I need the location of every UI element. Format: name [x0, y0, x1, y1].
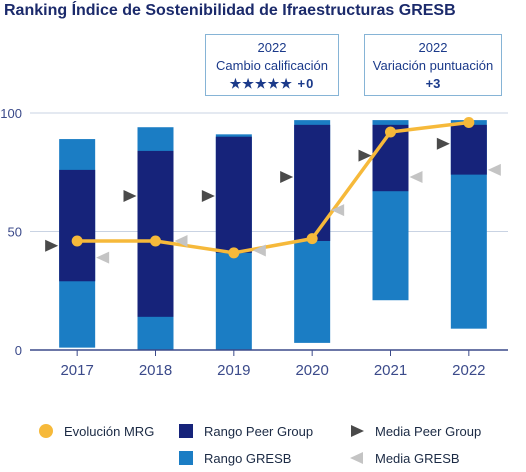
evolution-point	[306, 233, 318, 245]
legend-triangle	[351, 425, 364, 437]
callout-score-value: +3	[425, 76, 441, 91]
legend-label: Rango Peer Group	[204, 423, 314, 439]
x-tick-label: 2021	[374, 362, 407, 379]
evolution-point	[71, 235, 83, 247]
callout-rating-label: Cambio calificación	[216, 58, 328, 73]
peer-range-bar	[450, 124, 487, 175]
legend-label: Evolución MRG	[64, 423, 155, 439]
gresb-mean-marker	[96, 251, 110, 264]
gresb-mean-marker	[174, 234, 188, 247]
legend-label: Rango GRESB	[204, 450, 292, 466]
y-tick-label: 0	[15, 343, 22, 358]
x-tick-label: 2020	[295, 362, 328, 379]
square-swatch-icon	[179, 451, 193, 465]
gresb-mean-marker	[331, 204, 345, 217]
chart-title: Ranking Índice de Sostenibilidad de Ifra…	[4, 2, 456, 19]
chart-plot: 0 50 100 2017 2018 2019 2020 2021 2022	[0, 106, 508, 379]
callout-score-year: 2022	[418, 40, 448, 55]
evolution-point	[463, 116, 475, 128]
legend-triangle	[350, 452, 363, 464]
callout-score-label: Variación puntuación	[372, 58, 494, 73]
x-tick-label: 2017	[60, 362, 93, 379]
legend-label: Media GRESB	[375, 450, 460, 466]
peer-range-bar	[59, 169, 96, 282]
triangle-swatch-icon	[351, 425, 364, 437]
legend-circle	[39, 424, 53, 438]
triangle-swatch-icon	[350, 452, 363, 464]
x-tick-label: 2019	[217, 362, 250, 379]
legend-item: Media GRESB	[349, 450, 460, 466]
gresb-mean-marker	[487, 163, 501, 176]
evolution-point	[150, 235, 161, 247]
legend-square	[179, 424, 193, 438]
gresb-mean-marker	[409, 170, 423, 183]
peer-mean-marker	[436, 137, 450, 150]
evolution-point	[228, 247, 240, 259]
gresb-mean-marker	[252, 244, 266, 257]
peer-mean-marker	[45, 239, 59, 252]
peer-range-bar	[215, 136, 252, 253]
legend-square	[179, 451, 193, 465]
legend-item: Rango GRESB	[178, 450, 291, 466]
y-tick-label: 100	[0, 106, 22, 121]
legend-item: Evolución MRG	[38, 423, 154, 439]
circle-swatch-icon	[39, 424, 53, 438]
legend-item: Media Peer Group	[349, 423, 481, 439]
callout-rating-change: 2022 Cambio calificación ★★★★★ +0	[205, 34, 339, 96]
evolution-point	[385, 126, 396, 138]
peer-mean-marker	[358, 149, 372, 162]
y-tick-label: 50	[8, 225, 22, 240]
legend-item: Rango Peer Group	[178, 423, 313, 439]
peer-mean-marker	[280, 170, 294, 183]
square-swatch-icon	[179, 424, 193, 438]
x-tick-label: 2022	[452, 362, 485, 379]
callout-rating-year: 2022	[257, 40, 287, 55]
peer-range-bar	[137, 150, 174, 317]
legend-label: Media Peer Group	[375, 423, 482, 439]
peer-mean-marker	[123, 189, 137, 202]
callout-score-change: 2022 Variación puntuación +3	[364, 34, 502, 96]
x-tick-label: 2018	[139, 362, 172, 379]
evolution-line	[77, 120, 470, 255]
peer-mean-marker	[201, 189, 215, 202]
callout-rating-value: ★★★★★ +0	[229, 76, 315, 91]
